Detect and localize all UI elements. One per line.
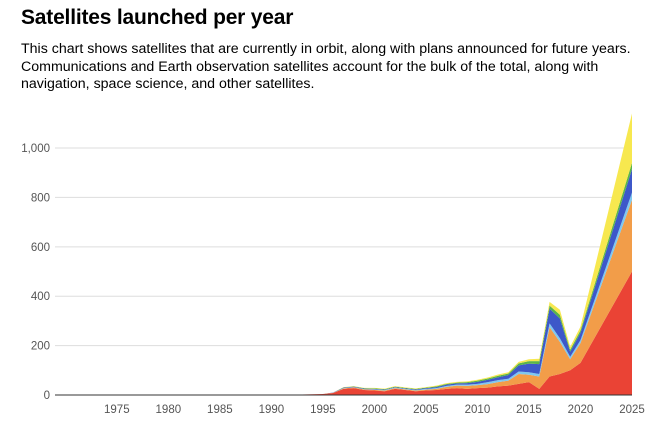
gridlines — [55, 147, 632, 347]
area-earth-observation — [55, 199, 632, 395]
area-communications — [55, 271, 632, 395]
y-tick-label: 200 — [31, 341, 50, 353]
x-tick-label: 1975 — [104, 404, 130, 416]
x-tick-label: 2000 — [362, 404, 388, 416]
x-tick-label: 2010 — [465, 404, 491, 416]
y-tick-label: 0 — [44, 390, 50, 402]
x-tick-label: 1990 — [259, 404, 285, 416]
x-tick-label: 2015 — [516, 404, 542, 416]
y-tick-label: 1,000 — [21, 143, 50, 155]
x-tick-label: 2025 — [619, 404, 645, 416]
x-tick-label: 1980 — [156, 404, 182, 416]
y-tick-label: 800 — [31, 192, 50, 204]
y-tick-label: 400 — [31, 291, 50, 303]
x-axis-tick-labels: 1975 1980 1985 1990 1995 2000 2005 2010 2015 2020… — [104, 404, 645, 416]
x-tick-label: 1985 — [207, 404, 233, 416]
x-tick-label: 2020 — [568, 404, 594, 416]
x-tick-label: 1995 — [310, 404, 336, 416]
y-tick-label: 600 — [31, 242, 50, 254]
x-tick-label: 2005 — [413, 404, 439, 416]
chart-title: Satellites launched per year — [21, 6, 294, 29]
chart-subtitle: This chart shows satellites that are cur… — [21, 41, 631, 92]
stacked-areas — [55, 113, 632, 395]
y-axis-tick-labels: 0 200 400 600 800 1,000 — [21, 143, 50, 402]
